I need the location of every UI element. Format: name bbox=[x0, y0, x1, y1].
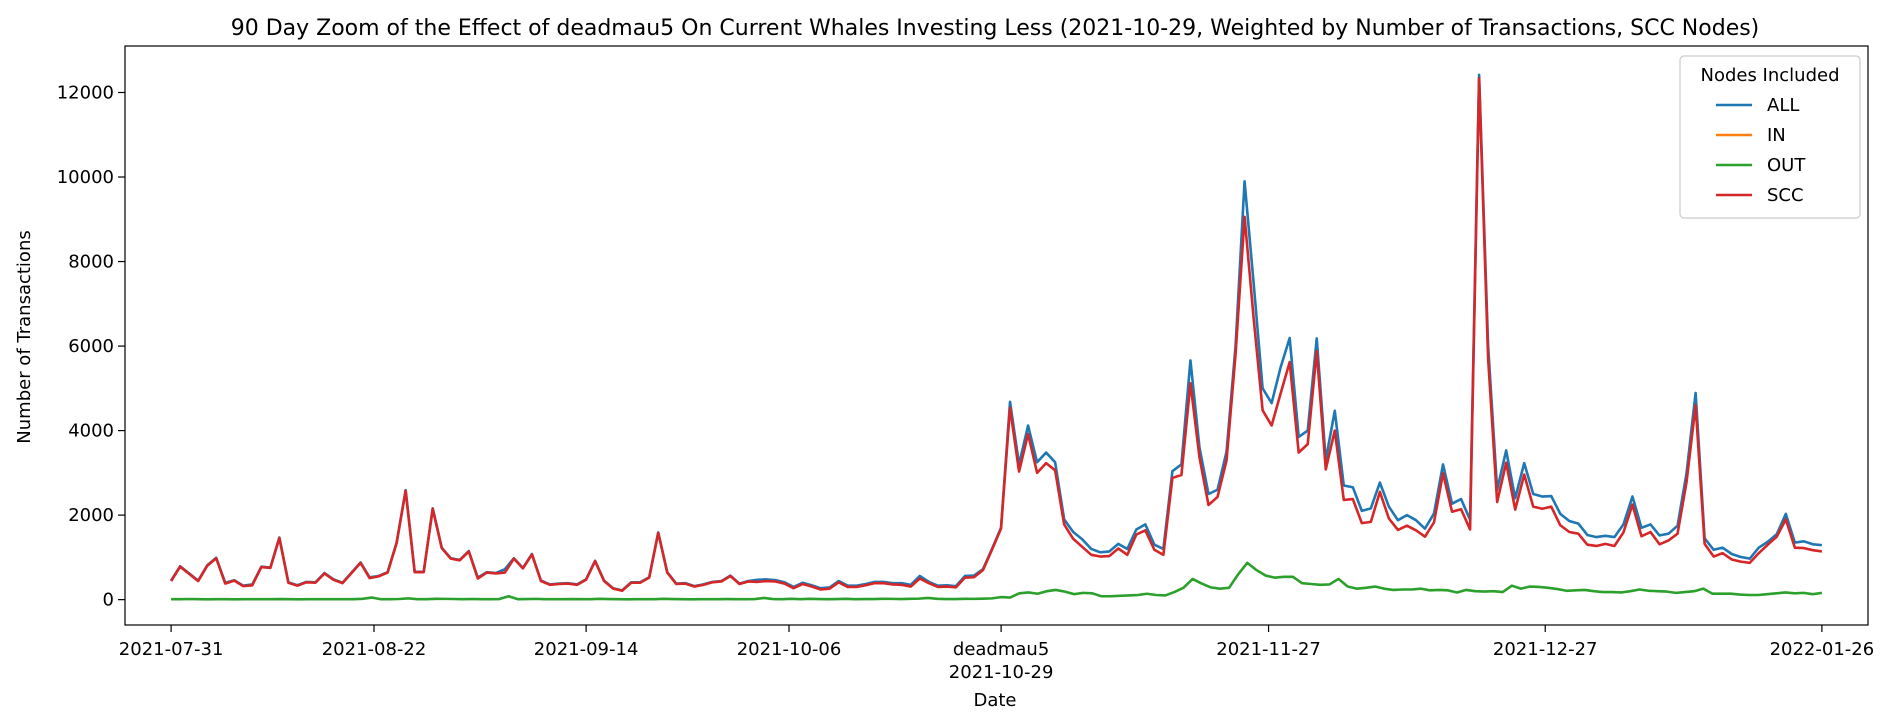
x-tick-label: 2021-08-22 bbox=[322, 639, 427, 660]
series-line-all bbox=[170, 73, 1823, 592]
y-tick-label: 0 bbox=[103, 590, 114, 611]
y-axis-label: Number of Transactions bbox=[14, 230, 35, 443]
legend-label-all: ALL bbox=[1767, 95, 1799, 116]
series-line-scc bbox=[170, 76, 1823, 593]
y-tick-label: 6000 bbox=[68, 336, 114, 357]
y-tick-label: 2000 bbox=[68, 505, 114, 526]
x-axis-label: Date bbox=[973, 690, 1016, 711]
x-tick-label: deadmau5 bbox=[953, 639, 1049, 660]
y-tick-label: 12000 bbox=[57, 82, 114, 103]
legend-title: Nodes Included bbox=[1700, 65, 1839, 86]
series-line-out bbox=[171, 561, 1823, 601]
x-tick-label: 2021-11-27 bbox=[1216, 639, 1321, 660]
legend-label-out: OUT bbox=[1767, 155, 1806, 176]
x-tick-label: 2022-01-26 bbox=[1770, 639, 1875, 660]
legend-label-in: IN bbox=[1767, 125, 1786, 146]
plot-frame bbox=[124, 45, 1869, 626]
x-tick-label: 2021-10-06 bbox=[737, 639, 842, 660]
y-tick-label: 8000 bbox=[68, 252, 114, 273]
legend: Nodes Included ALL IN OUT SCC bbox=[1679, 55, 1861, 219]
chart-title: 90 Day Zoom of the Effect of deadmau5 On… bbox=[231, 16, 1760, 41]
x-axis: 2021-07-31 2021-08-22 2021-09-14 2021-10-06… bbox=[119, 625, 1874, 683]
plot-area bbox=[124, 45, 1869, 626]
legend-box bbox=[1679, 55, 1861, 219]
x-tick-label: 2021-12-27 bbox=[1493, 639, 1598, 660]
y-axis: 0 2000 4000 6000 8000 10000 12000 bbox=[57, 82, 125, 611]
x-tick-label-secondary: 2021-10-29 bbox=[949, 662, 1054, 683]
y-tick-label: 10000 bbox=[57, 167, 114, 188]
x-tick-label: 2021-09-14 bbox=[534, 639, 639, 660]
legend-label-scc: SCC bbox=[1767, 185, 1804, 206]
x-tick-label: 2021-07-31 bbox=[119, 639, 224, 660]
y-tick-label: 4000 bbox=[68, 421, 114, 442]
